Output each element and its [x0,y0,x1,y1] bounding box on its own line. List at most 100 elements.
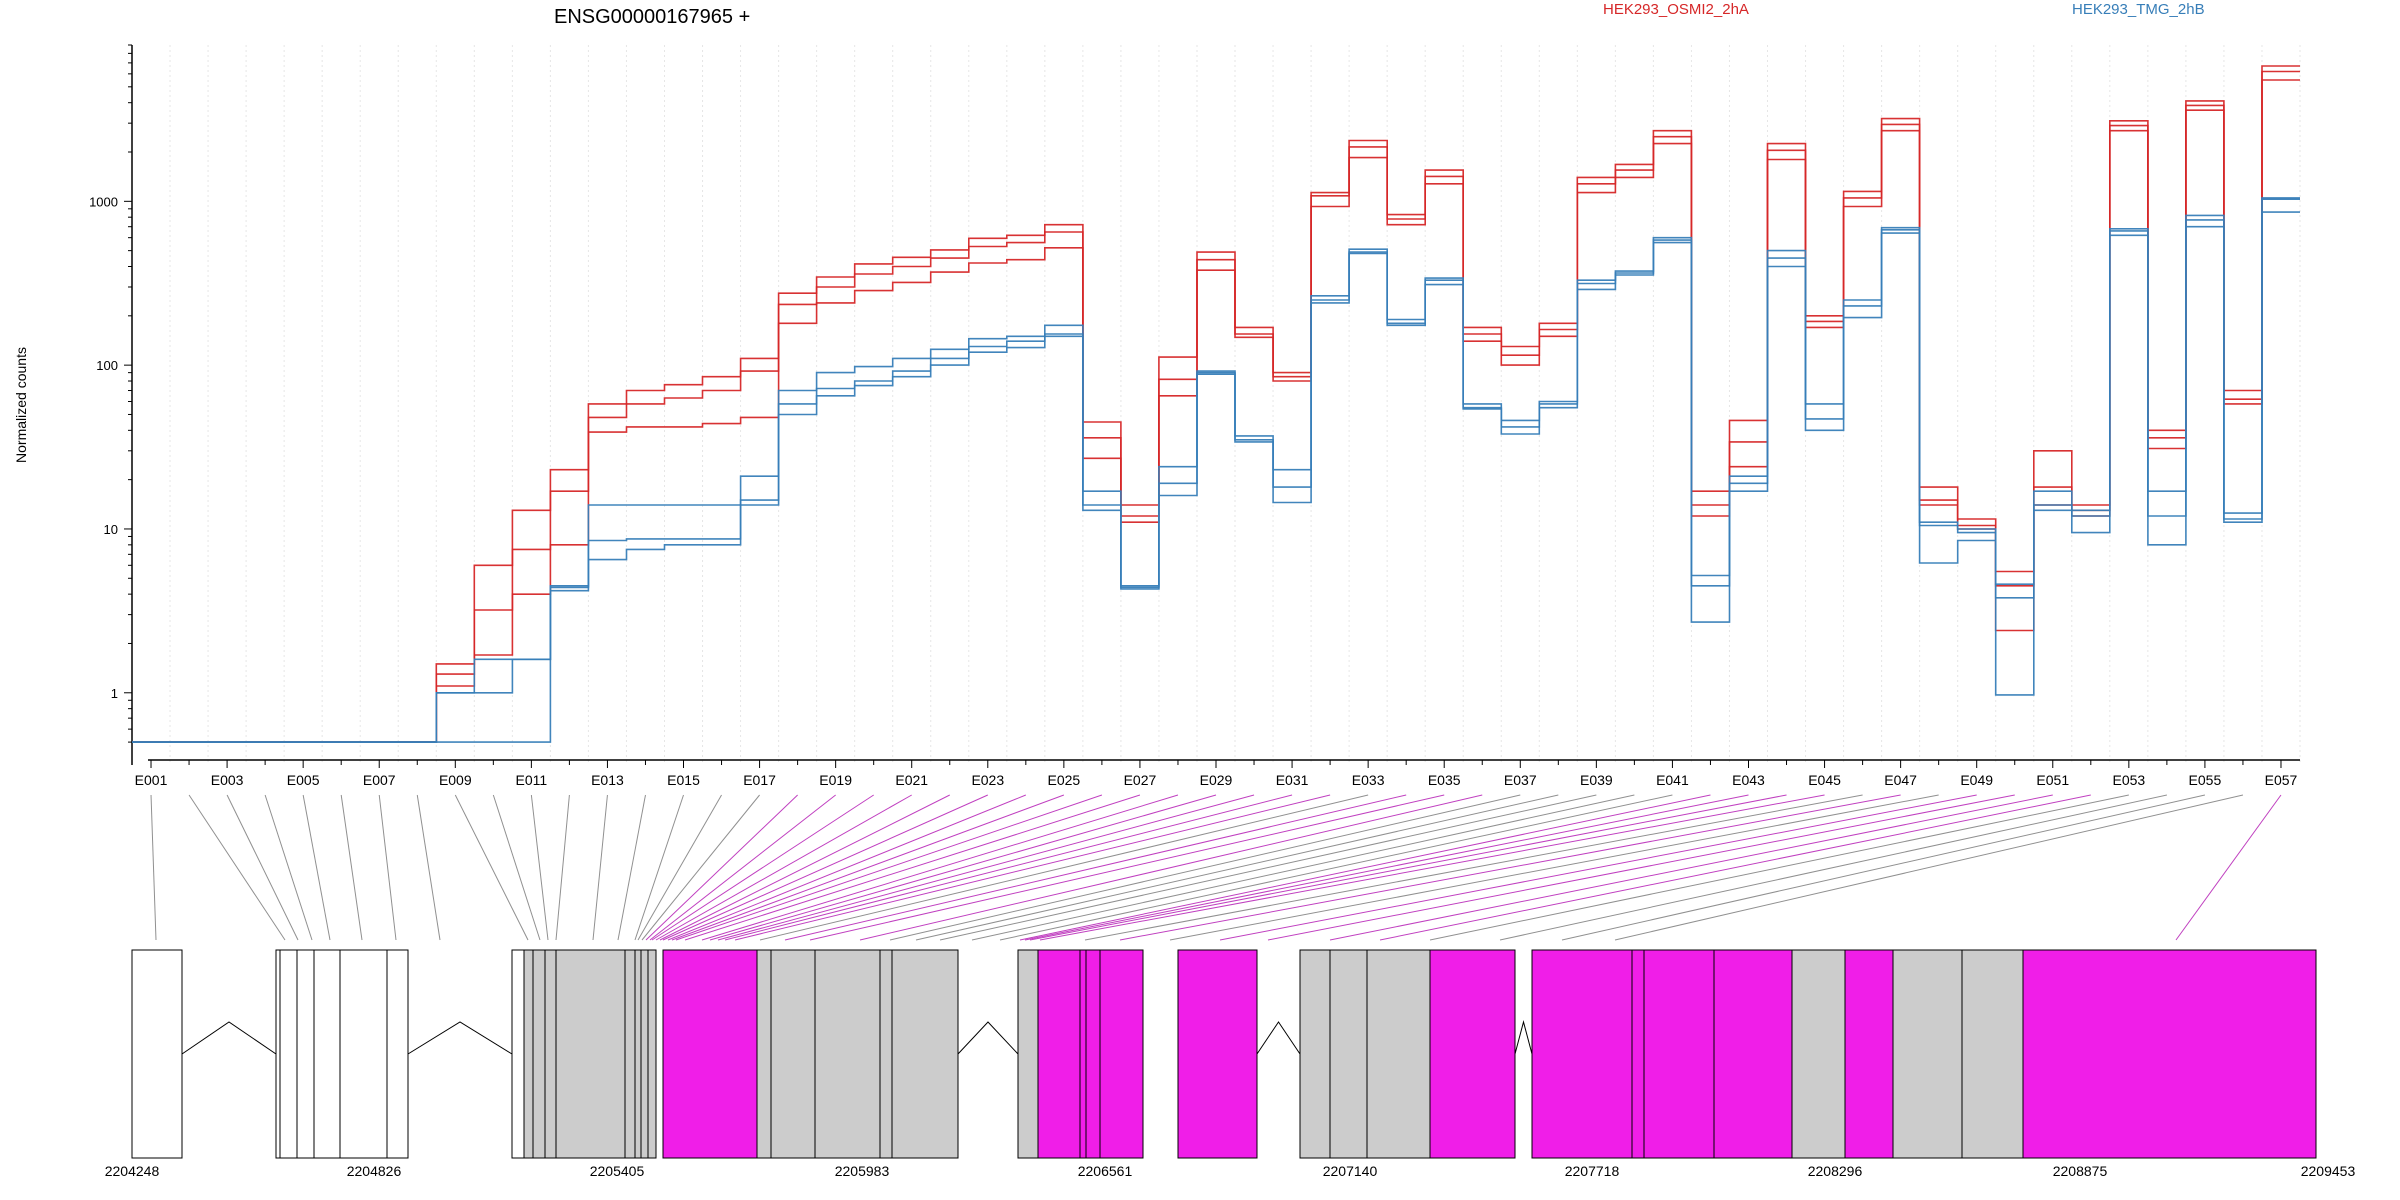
chart-title: ENSG00000167965 + [554,6,750,28]
exon-block [1329,949,1368,1159]
x-tick-label: E003 [211,772,244,788]
exon-connector [645,794,798,941]
coordinate-label: 2208875 [2053,1163,2108,1179]
exon-connector [150,794,157,941]
exon-block [386,949,409,1159]
legend-osmi2: HEK293_OSMI2_2hA [1603,1,1749,18]
x-tick-label: E027 [1124,772,1157,788]
exon-block [756,949,772,1159]
x-tick-label: E039 [1580,772,1613,788]
coordinate-label: 2206561 [1078,1163,1133,1179]
x-tick-label: E011 [516,772,548,788]
exon-connector [889,794,1521,941]
grid-lines [131,45,2301,765]
exon-connector [1267,794,2015,941]
x-tick-label: E023 [971,772,1004,788]
exon-connector [1561,794,2206,941]
exon-connector [592,794,608,941]
exon-block [647,949,657,1159]
exon-connector [939,794,1597,941]
exon-connector [1219,794,1977,941]
exon-block [640,949,649,1159]
exon-connector [915,794,1559,941]
exon-block [279,949,298,1159]
exon-block [1017,949,1039,1159]
series-line-tmg-4 [132,197,2300,743]
y-tick-label: 1000 [89,194,118,209]
exon-connector [1379,794,2091,941]
gene-model [131,949,2317,1159]
exon-connector [684,794,1141,941]
x-tick-label: E031 [1276,772,1309,788]
x-tick-label: E025 [1048,772,1081,788]
exon-connector [724,794,1293,941]
exon-connector [1024,794,1749,941]
x-tick-label: E017 [743,772,776,788]
exon-block [313,949,341,1159]
exon-connector [416,794,441,941]
x-tick-label: E001 [135,772,168,788]
x-tick-label: E015 [667,772,700,788]
x-tick-label: E013 [591,772,624,788]
exon-connector [378,794,397,941]
exon-block [511,949,525,1159]
exon-connector [302,794,331,941]
exon-connector [264,794,313,941]
exon-connector [734,794,1331,941]
exon-block [891,949,959,1159]
exon-connector [1019,794,1711,941]
x-tick-label: E055 [2189,772,2222,788]
exon-block [1299,949,1331,1159]
x-tick-label: E029 [1200,772,1233,788]
series-lines [132,65,2300,743]
x-tick-label: E005 [287,772,320,788]
exon-connector [637,794,722,941]
exon-block [1844,949,1894,1159]
exon-block [532,949,546,1159]
exon-block [1961,949,2024,1159]
series-line-tmg-5 [132,198,2300,743]
x-tick-label: E047 [1884,772,1917,788]
exon-connector [1039,794,1825,941]
exon-block [2022,949,2317,1159]
exon-block [1099,949,1144,1159]
x-axis: E001 E003 E005 E007 E009 E011 E013 E015 E017 E019… [135,759,2300,788]
x-tick-label: E019 [819,772,852,788]
exon-connector [999,794,1673,941]
x-tick-label: E007 [363,772,396,788]
y-tick-label: 1 [111,686,118,701]
exon-connector [717,794,1255,941]
y-tick-label: 100 [96,358,118,373]
exon-block [1892,949,1963,1159]
exon-block [1713,949,1793,1159]
intron-line [1514,1020,1533,1055]
exon-connector [492,794,541,941]
exon-block [339,949,388,1159]
x-tick-label: E051 [2036,772,2069,788]
coordinate-label: 2208296 [1808,1163,1863,1179]
exon-connector [667,794,1027,941]
exon-block [624,949,636,1159]
intron-line [407,1021,513,1055]
exon-block [275,949,281,1159]
y-axis: 1 10 100 1000 [89,44,133,765]
x-tick-label: E035 [1428,772,1461,788]
intron-line [181,1021,277,1055]
exon-connector [454,794,529,941]
exon-connector [675,794,1103,941]
coordinate-label: 2205983 [835,1163,890,1179]
exon-block [1429,949,1516,1159]
coordinate-label: 2207140 [1323,1163,1378,1179]
coordinate-label: 2204826 [347,1163,402,1179]
exon-block [1631,949,1645,1159]
exon-block [1079,949,1087,1159]
genomic-coordinates: 2204248 2204826 2205405 2205983 2206561 22071… [105,1163,2356,1179]
exon-block [662,949,758,1159]
x-tick-label: E045 [1808,772,1841,788]
exon-block [1085,949,1101,1159]
exon-connector [530,794,549,941]
exon-connector [1614,794,2244,941]
exon-block [544,949,557,1159]
exon-connector [2175,794,2282,941]
